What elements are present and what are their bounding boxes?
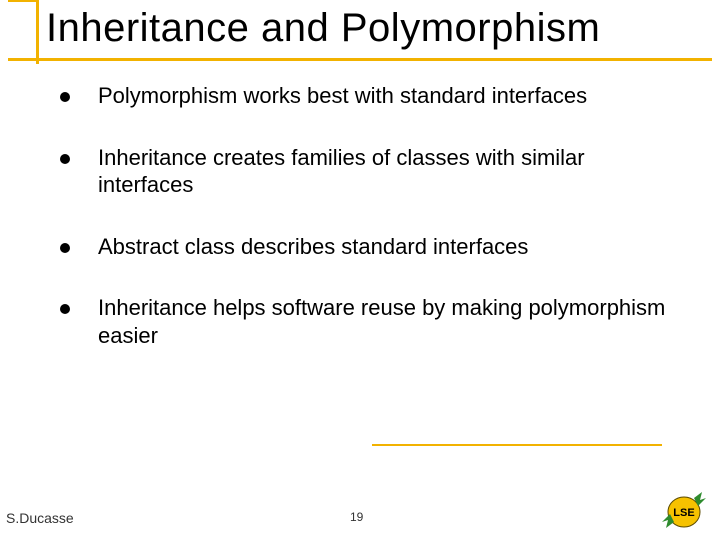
bullet-list: Polymorphism works best with standard in… [60, 82, 680, 383]
list-item: Inheritance helps software reuse by maki… [60, 294, 680, 349]
accent-rule-top [8, 0, 38, 2]
bullet-text: Abstract class describes standard interf… [98, 233, 528, 261]
title-underline [8, 58, 712, 61]
author-label: S.Ducasse [6, 510, 74, 526]
bullet-dot-icon [60, 243, 70, 253]
accent-rule-left [36, 0, 39, 64]
bullet-text: Polymorphism works best with standard in… [98, 82, 587, 110]
bullet-dot-icon [60, 304, 70, 314]
bullet-dot-icon [60, 92, 70, 102]
bullet-dot-icon [60, 154, 70, 164]
slide: Inheritance and Polymorphism Polymorphis… [0, 0, 720, 540]
list-item: Inheritance creates families of classes … [60, 144, 680, 199]
page-number: 19 [350, 510, 363, 524]
bullet-text: Inheritance helps software reuse by maki… [98, 294, 680, 349]
list-item: Polymorphism works best with standard in… [60, 82, 680, 110]
page-title: Inheritance and Polymorphism [46, 6, 600, 51]
logo-icon: LSE [662, 490, 706, 530]
list-item: Abstract class describes standard interf… [60, 233, 680, 261]
accent-rule-bottom [372, 444, 662, 446]
svg-text:LSE: LSE [673, 507, 694, 519]
bullet-text: Inheritance creates families of classes … [98, 144, 680, 199]
